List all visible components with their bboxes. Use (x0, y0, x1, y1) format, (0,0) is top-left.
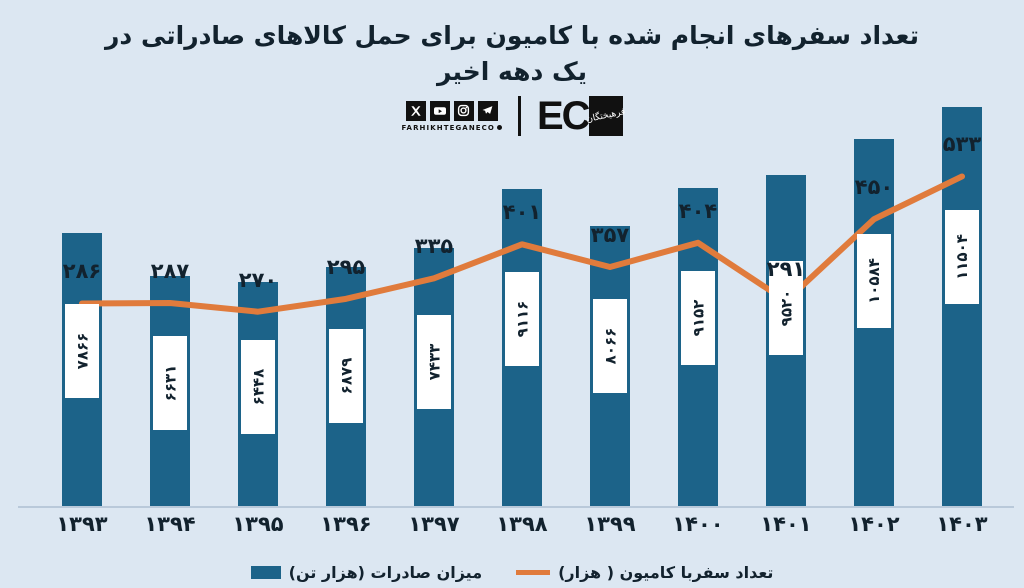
x-axis-tick-label: ۱۴۰۳ (936, 512, 988, 536)
bar-value-label: ۱۰۵۸۴ (857, 234, 891, 329)
ec-logo-badge: فرهیختگان (585, 96, 626, 136)
line-value-label: ۲۷۰ (238, 267, 278, 292)
legend-bar-swatch (250, 566, 281, 579)
youtube-icon (429, 100, 450, 121)
x-axis-tick-label: ۱۳۹۸ (496, 512, 548, 536)
bar-value-label: ۸۰۶۶ (593, 298, 627, 393)
bar-value-text: ۶۴۴۸ (249, 369, 267, 406)
social-icon-row (405, 100, 498, 121)
x-axis-tick-label: ۱۳۹۳ (56, 512, 108, 536)
legend-bar-label: میزان صادرات (هزار تن) (288, 563, 483, 582)
bar-value-text: ۷۸۶۶ (73, 332, 91, 370)
legend-item-line: تعداد سفربا کامیون ( هزار) (516, 563, 773, 582)
line-value-label: ۴۵۰ (854, 175, 894, 200)
line-value-label: ۲۹۵ (326, 254, 366, 279)
brand-name-text: FARHIKHTEGANECO (401, 123, 495, 132)
x-axis-tick-label: ۱۴۰۲ (848, 512, 900, 536)
bar-value-label: ۷۸۶۶ (65, 303, 99, 398)
ec-logo: EC فرهیختگان (536, 94, 626, 138)
bar-value-label: ۹۵۲۰ (769, 261, 803, 356)
bar-value-text: ۸۰۶۶ (601, 327, 619, 365)
bar-value-label: ۷۴۳۳ (417, 315, 451, 410)
x-axis-tick-label: ۱۳۹۴ (144, 512, 196, 536)
bar-value-text: ۱۰۵۸۴ (865, 258, 883, 304)
bar-value-label: ۶۶۳۱ (153, 335, 187, 430)
logo-divider (517, 96, 521, 136)
publisher-logo: FARHIKHTEGANECO EC فرهیختگان (0, 96, 1024, 136)
line-value-label: ۲۹۱ (766, 256, 806, 281)
ec-logo-text: EC (536, 94, 591, 138)
x-axis-baseline (18, 506, 1014, 508)
bar-value-label: ۶۴۴۸ (241, 340, 275, 435)
legend-line-swatch (516, 570, 551, 575)
brand-name: FARHIKHTEGANECO (401, 123, 502, 132)
x-axis-tick-label: ۱۳۹۵ (232, 512, 284, 536)
line-value-label: ۴۰۴ (678, 198, 718, 223)
x-axis-tick-label: ۱۳۹۷ (408, 512, 460, 536)
bar-value-text: ۱۱۵۰۴ (953, 234, 971, 281)
x-axis-tick-label: ۱۴۰۰ (672, 512, 724, 536)
brand-dot-icon (496, 125, 502, 130)
x-axis-tick-label: ۱۴۰۱ (760, 512, 812, 536)
bar-value-text: ۹۱۱۶ (513, 300, 531, 338)
line-value-label: ۲۸۷ (150, 258, 190, 283)
bar-value-label: ۹۱۵۲ (681, 270, 715, 365)
bar-value-label: ۶۸۷۹ (329, 329, 363, 424)
chart-title: تعداد سفرهای انجام شده با کامیون برای حم… (105, 21, 919, 87)
bar-value-label: ۹۱۱۶ (505, 271, 539, 366)
chart-legend: تعداد سفربا کامیون ( هزار) میزان صادرات … (0, 563, 1024, 582)
legend-item-bar: میزان صادرات (هزار تن) (250, 563, 483, 582)
line-value-label: ۲۸۶ (62, 259, 102, 284)
x-axis-tick-label: ۱۳۹۹ (584, 512, 636, 536)
x-icon (405, 100, 426, 121)
x-axis-tick-label: ۱۳۹۶ (320, 512, 372, 536)
bar-value-label: ۱۱۵۰۴ (945, 210, 979, 305)
social-logo-group: FARHIKHTEGANECO (401, 100, 502, 132)
legend-line-label: تعداد سفربا کامیون ( هزار) (558, 563, 774, 582)
line-value-label: ۴۰۱ (502, 200, 542, 225)
line-value-label: ۳۵۷ (590, 222, 630, 247)
line-value-label: ۵۳۳ (942, 132, 982, 157)
line-value-label: ۳۳۵ (414, 234, 454, 259)
telegram-icon (477, 100, 498, 121)
bar-value-text: ۹۱۵۲ (689, 299, 707, 337)
bar-value-text: ۶۶۳۱ (161, 364, 179, 401)
bar-value-text: ۶۸۷۹ (337, 357, 355, 395)
instagram-icon (453, 100, 474, 121)
bar-value-text: ۷۴۳۳ (425, 343, 443, 381)
bar-value-text: ۹۵۲۰ (777, 290, 795, 327)
